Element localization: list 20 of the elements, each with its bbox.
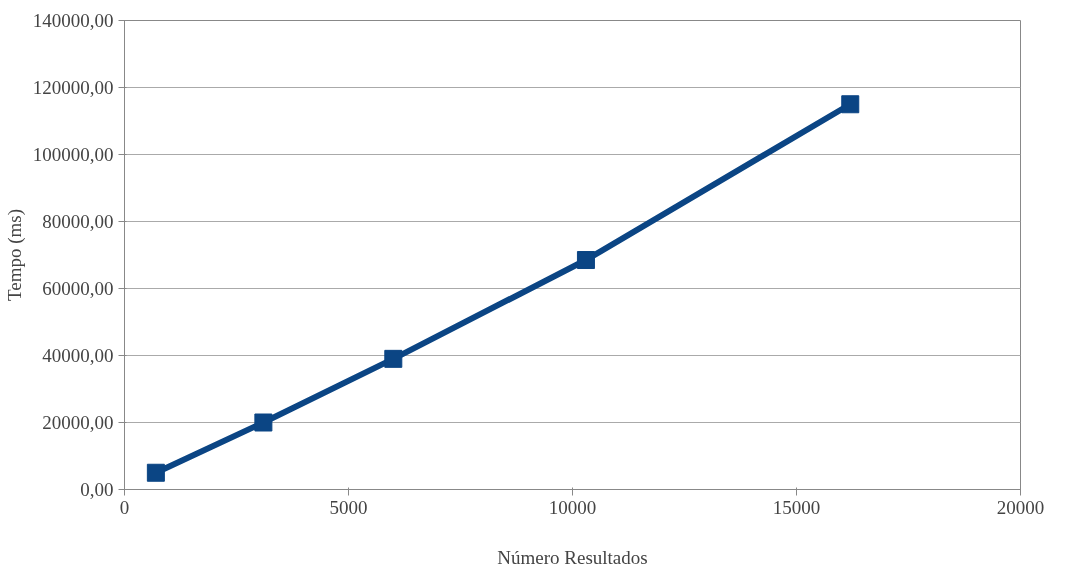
x-tick-label: 15000 bbox=[772, 496, 821, 518]
y-tick-label: 140000,00 bbox=[32, 10, 114, 31]
y-tick-label: 20000,00 bbox=[42, 412, 114, 433]
x-tick-label: 10000 bbox=[548, 496, 597, 518]
point bbox=[841, 95, 860, 114]
x-tick-label: 20000 bbox=[996, 496, 1045, 518]
y-tick-label: 80000,00 bbox=[42, 211, 114, 232]
y-axis-title: Tempo (ms) bbox=[3, 208, 26, 302]
point bbox=[576, 251, 595, 270]
point bbox=[254, 413, 273, 432]
point bbox=[384, 349, 403, 368]
x-tick-label: 5000 bbox=[329, 496, 368, 518]
y-tick-label: 60000,00 bbox=[42, 278, 114, 299]
x-axis-title: Número Resultados bbox=[497, 546, 648, 568]
y-tick-label: 40000,00 bbox=[42, 345, 114, 366]
point bbox=[146, 463, 165, 482]
x-tick-label: 0 bbox=[119, 496, 130, 518]
y-tick-label: 100000,00 bbox=[32, 144, 114, 165]
y-tick-label: 120000,00 bbox=[32, 77, 114, 98]
y-tick-label: 0,00 bbox=[80, 479, 114, 500]
